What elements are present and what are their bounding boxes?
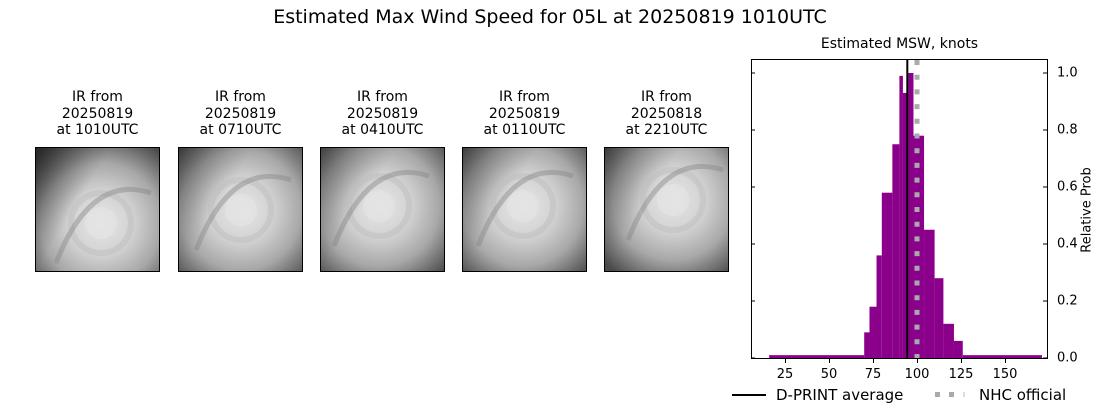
dotted-line-icon bbox=[935, 392, 965, 397]
ir-panel-5: IR from 20250818 at 2210UTC bbox=[604, 89, 729, 272]
chart-legend: D-PRINT average NHC official bbox=[730, 386, 1100, 406]
x-tick-mark bbox=[873, 359, 874, 363]
ir-panel-title: IR from 20250819 at 0410UTC bbox=[341, 89, 424, 138]
histogram-bar bbox=[913, 135, 925, 358]
solid-line-icon bbox=[732, 394, 766, 396]
x-tick-label: 100 bbox=[904, 367, 930, 382]
x-tick-label: 75 bbox=[864, 367, 882, 382]
x-tick-label: 25 bbox=[776, 367, 794, 382]
legend-item-dprint: D-PRINT average bbox=[732, 386, 903, 404]
x-tick-label: 125 bbox=[948, 367, 974, 382]
histogram-bar bbox=[864, 332, 870, 358]
y-tick-label: 1.0 bbox=[1057, 65, 1078, 81]
x-tick-label: 50 bbox=[820, 367, 838, 382]
y-tick-label: 0.2 bbox=[1057, 293, 1078, 309]
histogram-bar bbox=[934, 278, 944, 358]
histogram-svg bbox=[752, 60, 1047, 359]
histogram-bar bbox=[876, 255, 882, 358]
ir-satellite-image bbox=[604, 147, 729, 272]
ir-panel-title: IR from 20250819 at 1010UTC bbox=[56, 89, 139, 138]
x-tick-mark bbox=[1005, 359, 1006, 363]
chart-title: Estimated MSW, knots bbox=[820, 36, 979, 52]
ir-panel-1: IR from 20250819 at 1010UTC bbox=[35, 89, 160, 272]
y-tick-label: 0.0 bbox=[1057, 350, 1078, 366]
histogram-bar bbox=[899, 75, 903, 358]
histogram-bar bbox=[769, 355, 865, 358]
histogram-bar bbox=[902, 92, 909, 358]
ir-satellite-image bbox=[35, 147, 160, 272]
x-tick-mark bbox=[785, 359, 786, 363]
x-tick-label: 150 bbox=[992, 367, 1018, 382]
histogram-bar bbox=[869, 306, 877, 358]
histogram-bar bbox=[962, 355, 1042, 358]
ir-panel-4: IR from 20250819 at 0110UTC bbox=[462, 89, 587, 272]
legend-item-nhc: NHC official bbox=[935, 386, 1066, 404]
ir-panel-title: IR from 20250819 at 0110UTC bbox=[483, 89, 566, 138]
ir-panel-title: IR from 20250819 at 0710UTC bbox=[199, 89, 282, 138]
histogram-bar bbox=[943, 323, 954, 358]
y-tick-label: 0.6 bbox=[1057, 179, 1078, 195]
legend-label-nhc: NHC official bbox=[979, 386, 1067, 404]
x-tick-mark bbox=[961, 359, 962, 363]
plot-area bbox=[751, 59, 1048, 359]
ir-panel-title: IR from 20250818 at 2210UTC bbox=[625, 89, 708, 138]
ir-satellite-image bbox=[462, 147, 587, 272]
ir-satellite-image bbox=[178, 147, 303, 272]
histogram-bar bbox=[924, 229, 935, 358]
ir-satellite-image bbox=[320, 147, 445, 272]
y-tick-label: 0.8 bbox=[1057, 122, 1078, 138]
histogram-bar bbox=[908, 73, 914, 358]
histogram-bar bbox=[892, 144, 900, 358]
figure-title: Estimated Max Wind Speed for 05L at 2025… bbox=[273, 6, 827, 28]
ir-panel-3: IR from 20250819 at 0410UTC bbox=[320, 89, 445, 272]
x-tick-mark bbox=[917, 359, 918, 363]
histogram-bar bbox=[881, 192, 893, 358]
y-tick-label: 0.4 bbox=[1057, 236, 1078, 252]
histogram-bar bbox=[953, 340, 963, 358]
x-tick-mark bbox=[829, 359, 830, 363]
y-axis-label: Relative Prob bbox=[1079, 167, 1095, 253]
legend-label-dprint: D-PRINT average bbox=[776, 386, 904, 404]
msw-histogram-chart: Estimated MSW, knots 25 50 75 100 125 150 0.0… bbox=[740, 30, 1100, 409]
ir-panel-2: IR from 20250819 at 0710UTC bbox=[178, 89, 303, 272]
